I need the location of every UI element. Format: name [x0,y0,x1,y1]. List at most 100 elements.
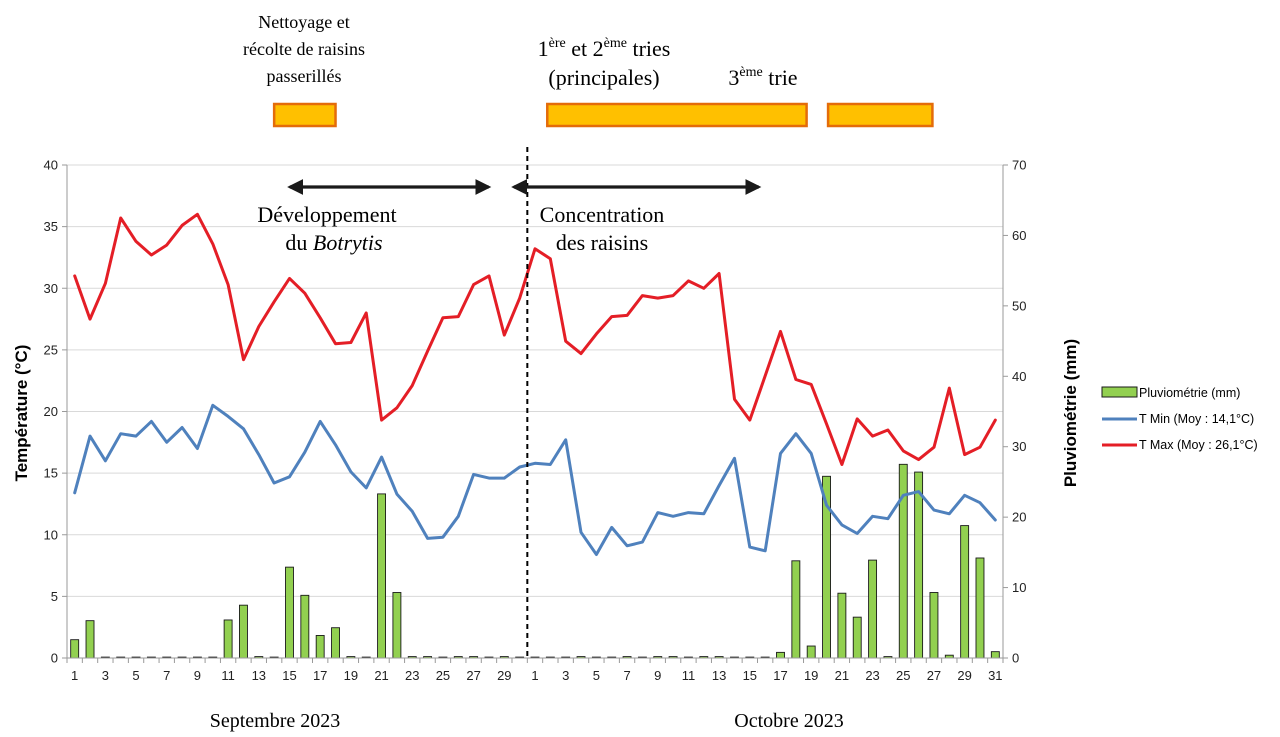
x-tick-label-2: 5 [132,668,139,683]
x-tick-label-21: 13 [712,668,726,683]
x-tick-label-18: 7 [623,668,630,683]
y-right-tick-label-5: 50 [1012,298,1026,313]
y-left-tick-label-6: 30 [44,281,58,296]
period-label-1-line1: Développement [257,202,396,227]
x-tick-label-10: 21 [374,668,388,683]
periods: Développement du Botrytis Concentration des… [257,179,762,255]
y-right-tick-label-0: 0 [1012,651,1019,666]
x-tick-label-16: 3 [562,668,569,683]
y-axis-left-title: Température (°C) [12,345,31,482]
x-tick-label-14: 29 [497,668,511,683]
period-label-2-line1: Concentration [540,202,665,227]
rain-bar-50 [837,592,847,659]
t-max-line [73,212,997,466]
rain-bar-60 [990,651,1000,659]
phase-label-3: 3ème​ trie [728,65,797,90]
phase-2-mid: et 2 [566,36,604,61]
month-label-september: Septembre 2023 [210,710,341,732]
harvest-phases: Nettoyage et récolte de raisins passerillé… [243,12,934,128]
rain-bar-51 [852,616,862,659]
period-label-1-line2: du Botrytis [285,230,382,255]
phase-2-tail: tries [627,36,670,61]
rain-bar-48 [806,645,816,659]
rain-bar-52 [868,559,878,659]
rain-bar-55 [914,471,924,659]
rain-bar-46 [776,651,785,659]
phase-3-sup: ème [739,65,762,80]
phase-bar-0 [272,102,337,128]
y-right-tick-label-3: 30 [1012,439,1026,454]
x-tick-label-29: 29 [957,668,971,683]
legend-label-tmin: T Min (Moy : 14,1°C) [1139,412,1254,426]
y-left-tick-label-7: 35 [44,219,58,234]
rain-bar-10 [223,619,233,659]
rain-bar-14 [285,566,294,659]
y-left-tick-label-8: 40 [44,158,58,173]
phase-label-2: 1ère​ et 2ème​ tries [538,36,671,61]
rain-bar-47 [791,560,801,659]
x-tick-label-25: 21 [835,668,849,683]
gridlines [67,164,1003,597]
phase-label-2-line2: (principales) [548,65,659,90]
phase-2-sup1: ère [549,36,566,51]
x-tick-label-23: 17 [773,668,787,683]
phase-3-num: 3 [728,65,739,90]
x-tick-label-5: 11 [221,668,235,683]
x-tick-label-3: 7 [163,668,170,683]
rain-bar-1 [85,620,95,659]
y-left-tick-label-4: 20 [44,404,58,419]
rain-bar-59 [975,557,985,659]
phase-2-sup2: ème [604,36,627,51]
x-tick-label-28: 27 [927,668,941,683]
x-tick-label-27: 25 [896,668,910,683]
x-tick-label-19: 9 [654,668,661,683]
phase-label-1-line-2: passerillés [267,66,342,86]
x-tick-label-17: 5 [593,668,600,683]
y-right-tick-label-2: 20 [1012,510,1026,525]
phase-label-1-line-0: Nettoyage et [258,12,349,32]
t-min-line [73,403,997,556]
x-tick-label-13: 27 [466,668,480,683]
rain-bar-11 [239,604,248,659]
y-left-tick-label-3: 15 [44,466,58,481]
rain-bars [70,463,1000,659]
y-right-tick-label-1: 10 [1012,580,1026,595]
rain-bar-56 [929,592,939,659]
rain-bar-16 [315,635,325,659]
legend-label-tmax: T Max (Moy : 26,1°C) [1139,438,1258,452]
rain-bar-21 [392,592,402,659]
x-tick-label-4: 9 [194,668,201,683]
x-tick-label-8: 17 [313,668,327,683]
month-label-october: Octobre 2023 [734,710,843,732]
y-right-tick-label-4: 40 [1012,369,1026,384]
legend-label-rain: Pluviométrie (mm) [1139,386,1240,400]
period-label-1-italic: Botrytis [313,230,383,255]
temperature-lines [73,212,997,556]
x-tick-label-26: 23 [865,668,879,683]
x-tick-label-9: 19 [344,668,358,683]
x-tick-label-30: 31 [988,668,1002,683]
y-left-tick-label-0: 0 [51,651,58,666]
y-axis-right-title: Pluviométrie (mm) [1061,339,1080,487]
phase-3-tail: trie [763,65,798,90]
y-left-tick-label-1: 5 [51,589,58,604]
x-tick-label-0: 1 [71,668,78,683]
phase-bar-2 [826,102,934,128]
y-right-tick-label-6: 60 [1012,228,1026,243]
y-right-tick-label-7: 70 [1012,158,1026,173]
phase-label-1-line-1: récolte de raisins [243,39,365,59]
rain-bar-0 [70,639,80,659]
x-tick-label-11: 23 [405,668,419,683]
y-left-tick-label-5: 25 [44,342,58,357]
x-tick-label-24: 19 [804,668,818,683]
y-left-tick-label-2: 10 [44,527,58,542]
period-label-1-pre: du [285,230,313,255]
legend: Pluviométrie (mm) T Min (Moy : 14,1°C) T M… [1101,386,1258,452]
x-tick-label-20: 11 [682,668,696,683]
legend-swatch-rain [1101,386,1138,398]
phase-2-num1: 1 [538,36,549,61]
period-label-2-line2: des raisins [556,230,648,255]
x-tick-label-7: 15 [282,668,296,683]
